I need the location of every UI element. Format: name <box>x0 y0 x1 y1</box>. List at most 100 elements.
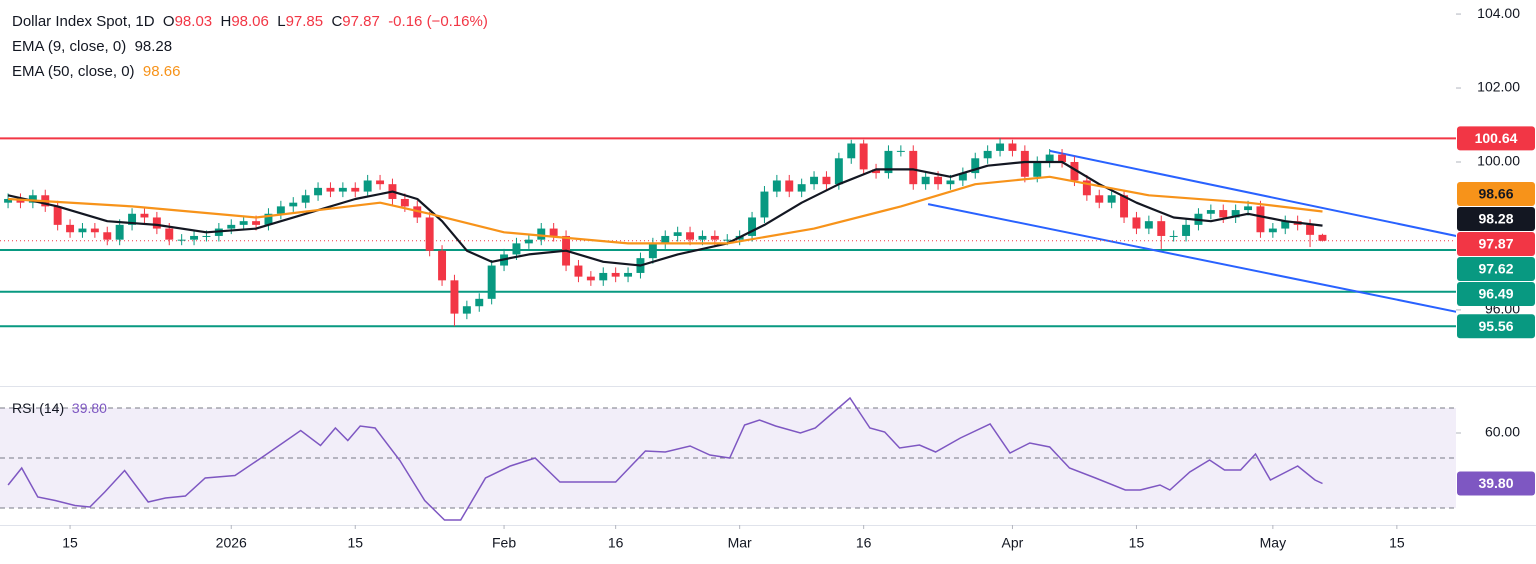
candle-body <box>177 239 186 241</box>
x-tick-label: 16 <box>608 535 624 551</box>
price-pane <box>0 137 1456 328</box>
candle-body <box>884 150 893 174</box>
candle-body <box>549 228 558 236</box>
candle-body <box>1206 210 1215 214</box>
candle-body <box>586 276 595 281</box>
candle-body <box>896 150 905 152</box>
ema50-name: EMA (50, close, 0) <box>12 63 135 80</box>
ohlc-row: Dollar Index Spot, 1D O98.03 H98.06 L97.… <box>12 9 488 34</box>
candle-body <box>1219 210 1228 218</box>
ohlc-letter: L <box>277 13 286 30</box>
candle-body <box>1045 154 1054 162</box>
candle-body <box>239 221 248 225</box>
candle-body <box>326 187 335 192</box>
ema9-name: EMA (9, close, 0) <box>12 38 127 55</box>
candle-body <box>165 228 174 240</box>
x-tick-label: 15 <box>1389 535 1405 551</box>
price-badge: 95.56 <box>1478 318 1513 334</box>
candle-body <box>958 173 967 181</box>
candle-body <box>202 235 211 237</box>
candle-body <box>475 298 484 307</box>
price-badge-bg <box>1457 126 1535 151</box>
price-badge-bg <box>1457 231 1535 256</box>
candle-body <box>1132 217 1141 229</box>
candle-body <box>847 143 856 159</box>
change-percent: (−0.16%) <box>426 13 488 30</box>
candle-body <box>28 195 37 203</box>
candle-body <box>301 195 310 203</box>
candle-body <box>760 191 769 218</box>
ema50-row: EMA (50, close, 0) 98.66 <box>12 59 488 84</box>
candle-body <box>1256 206 1265 233</box>
price-legend: Dollar Index Spot, 1D O98.03 H98.06 L97.… <box>12 9 488 84</box>
x-tick-label: Mar <box>728 535 752 551</box>
candle-body <box>1182 224 1191 236</box>
candle-body <box>1281 221 1290 229</box>
candle-body <box>152 217 161 229</box>
price-badge-bg <box>1457 314 1535 339</box>
candle-body <box>128 213 137 225</box>
candle-body <box>363 180 372 192</box>
x-tick-label: May <box>1260 535 1286 551</box>
candle-body <box>338 187 347 192</box>
candle-body <box>909 150 918 185</box>
price-badge-bg <box>1457 256 1535 281</box>
rsi-name: RSI (14) <box>12 400 65 416</box>
candle-body <box>1095 195 1104 203</box>
candle-body <box>921 176 930 185</box>
x-tick-label: 15 <box>1129 535 1145 551</box>
candle-body <box>1120 195 1129 218</box>
x-tick-label: 2026 <box>216 535 247 551</box>
price-badge: 97.62 <box>1478 261 1513 277</box>
candle-body <box>462 306 471 314</box>
rsi-badge-bg <box>1457 471 1535 496</box>
x-tick-label: Feb <box>492 535 516 551</box>
candle-body <box>934 176 943 185</box>
y-tick-label: 104.00 <box>1477 5 1520 21</box>
candle-body <box>289 202 298 207</box>
ohlc-letter: C <box>331 13 343 30</box>
candle-body <box>376 180 385 185</box>
candle-body <box>103 232 112 240</box>
candle-body <box>785 180 794 192</box>
price-badge: 100.64 <box>1475 130 1518 146</box>
ema-line <box>8 175 1323 245</box>
candle-body <box>190 235 199 240</box>
candle-body <box>1058 154 1067 162</box>
candle-body <box>983 150 992 159</box>
candle-body <box>834 158 843 185</box>
candle-body <box>400 198 409 207</box>
ema9-value: 98.28 <box>134 38 173 55</box>
candle-body <box>686 232 695 240</box>
candle-body <box>673 232 682 236</box>
candle-body <box>252 221 261 225</box>
candle-body <box>599 272 608 281</box>
candle-body <box>227 224 236 229</box>
candle-body <box>661 235 670 244</box>
change: -0.16 <box>388 13 423 30</box>
y-tick-label: 102.00 <box>1477 79 1520 95</box>
price-badge-bg <box>1457 181 1535 206</box>
trend-line <box>1049 149 1456 237</box>
candle-body <box>1033 161 1042 177</box>
candle-body <box>648 243 657 259</box>
candle-body <box>351 187 360 192</box>
ema50-value: 98.66 <box>142 63 181 80</box>
candle-body <box>264 213 273 225</box>
candle-body <box>90 228 99 233</box>
rsi-badge: 39.80 <box>1478 475 1513 491</box>
candle-body <box>1318 234 1327 241</box>
trend-line <box>927 203 1456 313</box>
candle-body <box>450 280 459 314</box>
candle-body <box>512 243 521 255</box>
candle-body <box>425 217 434 251</box>
candle-body <box>797 184 806 192</box>
rsi-pane <box>0 396 1456 521</box>
candle-body <box>1306 224 1315 235</box>
rsi-value: 39.80 <box>71 400 107 416</box>
candle-body <box>946 180 955 185</box>
candle-body <box>748 217 757 236</box>
symbol: Dollar Index Spot, 1D <box>12 13 155 30</box>
